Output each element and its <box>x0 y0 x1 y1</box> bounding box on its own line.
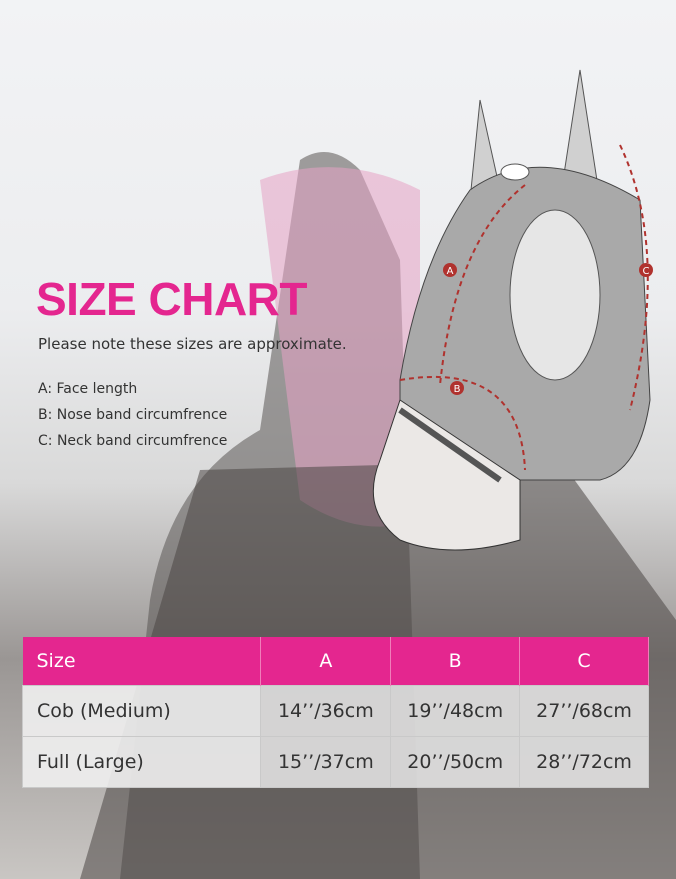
legend-item: C: Neck band circumfrence <box>38 433 228 449</box>
measurement-legend: A: Face length B: Nose band circumfrence… <box>38 376 227 454</box>
header-a: A <box>260 637 392 686</box>
header-b: B <box>390 637 521 686</box>
cell: 20’’/50cm <box>390 736 521 788</box>
page-title: SIZE CHART <box>36 273 308 325</box>
label-c: C <box>643 266 650 277</box>
cell: 19’’/48cm <box>390 685 521 737</box>
table-row: Cob (Medium) 14’’/36cm 19’’/48cm 27’’/68… <box>21 685 649 737</box>
cell: Cob (Medium) <box>21 685 262 737</box>
legend-item: A: Face length <box>38 381 138 397</box>
header-size: Size <box>22 637 262 686</box>
label-b: B <box>454 384 461 395</box>
cell: Full (Large) <box>21 736 262 788</box>
cell: 28’’/72cm <box>519 736 649 788</box>
table-row: Full (Large) 15’’/37cm 20’’/50cm 28’’/72… <box>21 736 649 788</box>
cell: 14’’/36cm <box>260 685 392 737</box>
cell: 15’’/37cm <box>260 736 392 788</box>
fly-mask-diagram: A B C <box>372 69 653 551</box>
cell: 27’’/68cm <box>519 685 649 737</box>
size-table: Size A B C Cob (Medium) 14’’/36cm 19’’/4… <box>21 637 649 788</box>
legend-item: B: Nose band circumfrence <box>38 407 228 423</box>
label-a: A <box>447 266 454 277</box>
header-c: C <box>519 637 649 686</box>
size-note: Please note these sizes are approximate. <box>38 335 347 353</box>
table-header: Size A B C <box>22 637 649 686</box>
